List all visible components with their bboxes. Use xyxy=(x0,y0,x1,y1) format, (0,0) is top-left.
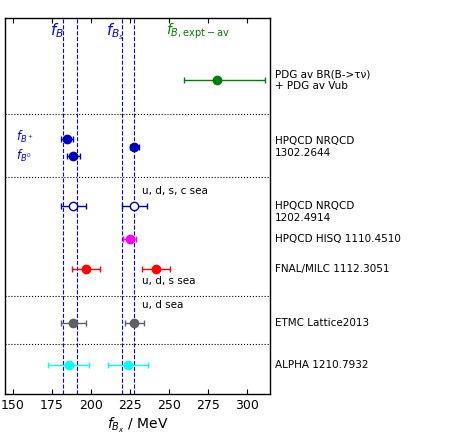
X-axis label: $f_{B_x}$ / MeV: $f_{B_x}$ / MeV xyxy=(107,416,168,435)
Text: ETMC Lattice2013: ETMC Lattice2013 xyxy=(275,318,369,328)
Text: HPQCD HISQ 1110.4510: HPQCD HISQ 1110.4510 xyxy=(275,234,401,244)
Text: $f_B$: $f_B$ xyxy=(50,22,64,40)
Text: u, d, s, c sea: u, d, s, c sea xyxy=(142,186,208,196)
Text: $f_{B^0}$: $f_{B^0}$ xyxy=(16,148,31,164)
Text: $f_{B,\mathrm{expt-av}}$: $f_{B,\mathrm{expt-av}}$ xyxy=(165,22,229,41)
Text: HPQCD NRQCD
1302.2644: HPQCD NRQCD 1302.2644 xyxy=(275,137,354,158)
Text: u, d, s sea: u, d, s sea xyxy=(142,276,196,286)
Text: $f_{B_s}$: $f_{B_s}$ xyxy=(106,22,125,42)
Text: PDG av BR(B->τν)
+ PDG av Vub: PDG av BR(B->τν) + PDG av Vub xyxy=(275,70,370,91)
Text: ALPHA 1210.7932: ALPHA 1210.7932 xyxy=(275,360,368,370)
Text: u, d sea: u, d sea xyxy=(142,300,183,311)
Text: FNAL/MILC 1112.3051: FNAL/MILC 1112.3051 xyxy=(275,264,390,274)
Text: HPQCD NRQCD
1202.4914: HPQCD NRQCD 1202.4914 xyxy=(275,201,354,223)
Text: $f_{B^+}$: $f_{B^+}$ xyxy=(16,129,33,145)
